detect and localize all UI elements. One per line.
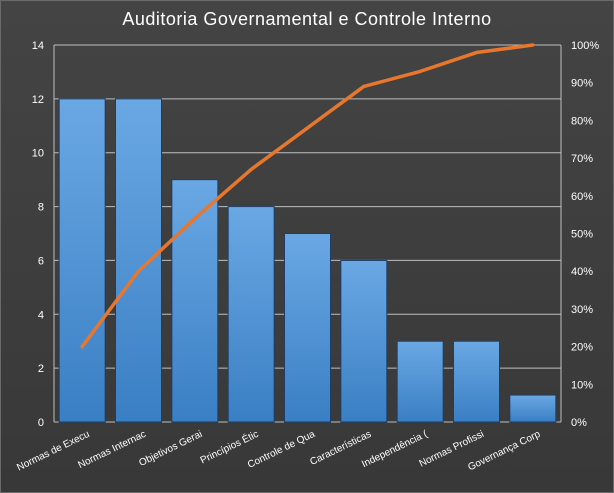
bar <box>171 179 219 423</box>
line-point <box>475 51 478 55</box>
bar <box>227 206 275 423</box>
left-axis-tick-label: 8 <box>38 202 44 214</box>
bar <box>340 259 388 423</box>
cumulative-line-series <box>80 43 535 349</box>
bar <box>509 394 557 423</box>
right-axis-tick-label: 20% <box>571 342 593 354</box>
left-axis-tick-label: 6 <box>38 255 44 267</box>
left-axis: 0 2 4 6 8 10 12 14 <box>32 40 55 429</box>
left-axis-tick-label: 2 <box>38 363 44 375</box>
left-axis-tick-label: 12 <box>32 94 44 106</box>
bar <box>115 98 162 423</box>
left-axis-tick-label: 10 <box>32 148 44 160</box>
chart-title: Auditoria Governamental e Controle Inter… <box>122 9 492 29</box>
line-point <box>80 345 84 349</box>
right-axis-tick-label: 90% <box>571 78 593 90</box>
bar <box>284 233 331 423</box>
right-axis-tick-label: 0% <box>571 417 587 429</box>
line-point <box>249 167 253 171</box>
left-axis-tick-label: 0 <box>38 417 44 429</box>
right-axis: 0% 10% 20% 30% 40% 50% 60% 70% 80% 90% 100% <box>560 40 599 429</box>
right-axis-tick-label: 60% <box>571 191 593 203</box>
bar <box>453 340 500 423</box>
line-point <box>418 69 422 73</box>
right-axis-tick-label: 70% <box>571 153 593 165</box>
bar <box>58 98 106 423</box>
left-axis-tick-label: 14 <box>32 40 44 52</box>
right-axis-tick-label: 30% <box>571 304 593 316</box>
right-axis-tick-label: 100% <box>571 40 599 52</box>
right-axis-tick-label: 10% <box>571 379 593 391</box>
line-point <box>137 269 140 273</box>
bar-series <box>58 98 557 423</box>
line-point <box>531 43 535 47</box>
line-point <box>193 216 197 220</box>
right-axis-tick-label: 80% <box>571 115 593 127</box>
left-axis-tick-label: 4 <box>38 309 44 321</box>
category-label: Objetivos Gerai <box>137 429 204 469</box>
right-axis-tick-label: 50% <box>571 229 593 241</box>
bar <box>396 340 444 423</box>
right-axis-tick-label: 40% <box>571 266 593 278</box>
line-point <box>362 84 366 88</box>
line-point <box>306 126 309 130</box>
